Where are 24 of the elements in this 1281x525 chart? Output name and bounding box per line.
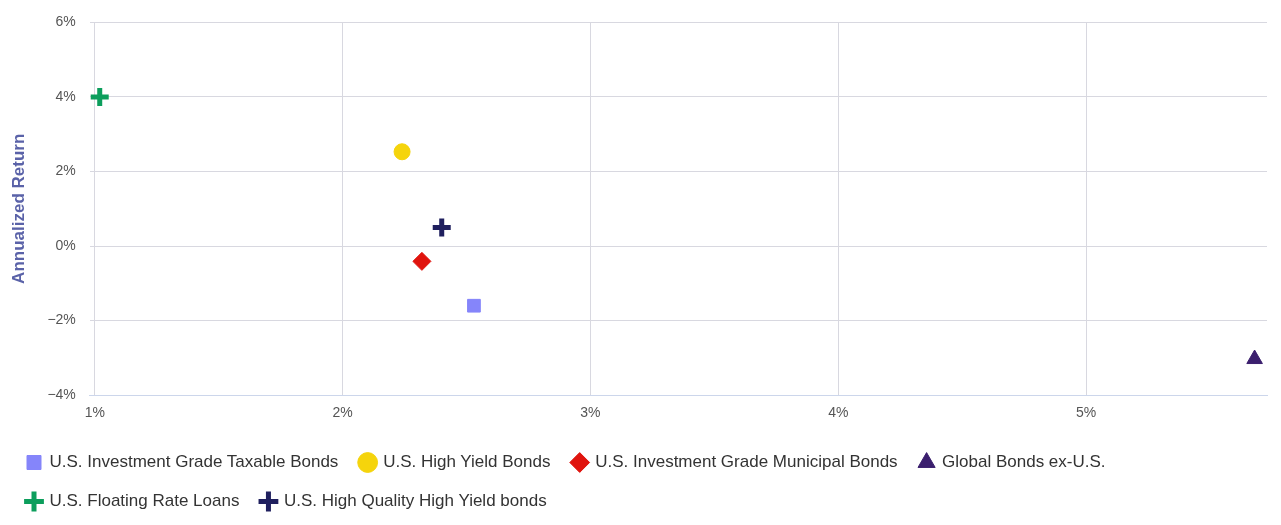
point <box>430 215 454 239</box>
y-tick-label: −4% <box>47 386 76 403</box>
point <box>1246 349 1263 365</box>
x-tick-label: 2% <box>332 404 353 421</box>
legend-label: Global Bonds ex-U.S. <box>942 452 1106 472</box>
x-tick-label: 3% <box>580 404 601 421</box>
y-axis-title: Annualized Return <box>8 133 28 284</box>
x-tick-label: 4% <box>828 404 849 421</box>
point <box>412 251 432 271</box>
point <box>467 298 481 313</box>
x-tick-label: 5% <box>1075 404 1097 421</box>
legend-label: U.S. Investment Grade Municipal Bonds <box>595 452 898 472</box>
y-tick-label: 4% <box>55 87 76 104</box>
y-tick-label: −2% <box>47 311 76 328</box>
y-tick-label: 6% <box>55 13 76 30</box>
legend-label: U.S. High Yield Bonds <box>383 452 551 472</box>
y-tick-label: 0% <box>55 236 76 253</box>
legend-label: U.S. Investment Grade Taxable Bonds <box>49 452 339 472</box>
legend-label: U.S. High Quality High Yield bonds <box>283 491 547 511</box>
point <box>393 143 411 161</box>
point <box>89 85 112 109</box>
x-tick-label: 1% <box>84 404 105 421</box>
legend-label: U.S. Floating Rate Loans <box>49 491 240 511</box>
y-tick-label: 2% <box>55 162 76 179</box>
